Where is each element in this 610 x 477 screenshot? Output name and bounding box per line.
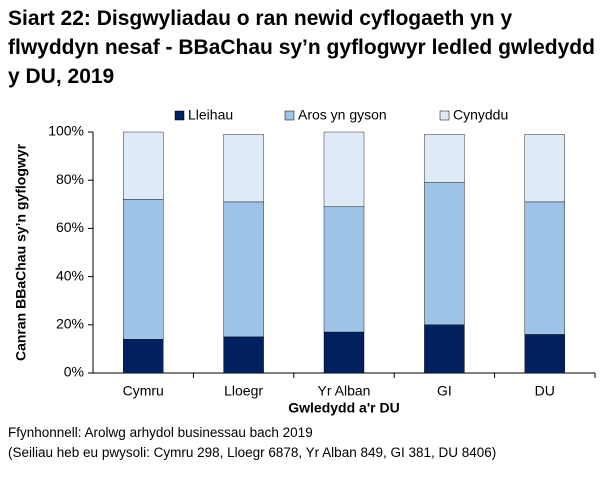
y-axis-label: Canran BBaChau sy’n gyflogwyr <box>13 143 29 361</box>
bar-segment <box>424 182 465 326</box>
y-tick-label: 80% <box>56 171 84 187</box>
bar-segment <box>524 334 565 374</box>
bar-segment <box>223 134 264 203</box>
bar-segment <box>524 201 565 335</box>
bar-segment <box>122 199 164 340</box>
legend-label: Aros yn gyson <box>298 107 387 123</box>
chart-title: Siart 22: Disgwyliadau o ran newid cyflo… <box>8 7 595 88</box>
legend-label: Cynyddu <box>453 107 508 123</box>
y-tick-label: 100% <box>48 123 84 139</box>
source: Ffynhonnell: Arolwg arhydol businessau b… <box>8 425 313 440</box>
bar-segment <box>122 131 164 200</box>
bar-segment <box>323 131 365 207</box>
x-axis-label: Gwledydd a'r DU <box>288 400 399 416</box>
x-tick-label: GI <box>437 383 452 399</box>
x-tick-label: DU <box>535 383 555 399</box>
y-tick-label: 40% <box>56 267 84 283</box>
x-tick-label: Lloegr <box>224 383 263 399</box>
legend-swatch <box>439 110 450 121</box>
legend-swatch <box>284 110 295 121</box>
bar-segment <box>524 134 565 203</box>
x-tick-label: Cymru <box>123 383 164 399</box>
note: (Seiliau heb eu pwysoli: Cymru 298, Lloe… <box>8 445 497 460</box>
bar-segment <box>424 134 465 183</box>
x-tick-label: Yr Alban <box>318 383 371 399</box>
legend-swatch <box>174 110 185 121</box>
bar-segment <box>122 339 164 374</box>
bar-segment <box>323 206 365 333</box>
y-tick-label: 0% <box>64 364 84 380</box>
bar-segment <box>323 331 365 374</box>
bar-segment <box>223 201 264 338</box>
legend-label: Lleihau <box>188 107 233 123</box>
y-tick-label: 60% <box>56 219 84 235</box>
bar-segment <box>223 336 264 374</box>
bar-segment <box>424 324 465 374</box>
y-tick-label: 20% <box>56 316 84 332</box>
